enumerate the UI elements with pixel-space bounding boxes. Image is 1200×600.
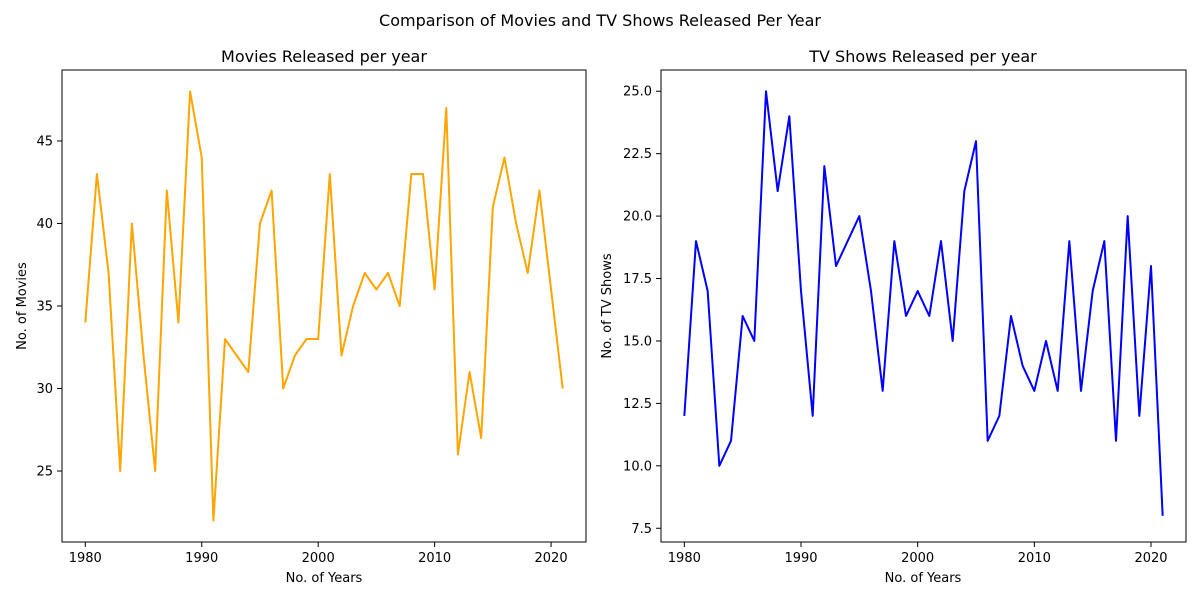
movies-x-tick-label: 1980	[69, 551, 102, 566]
movies-axes-frame	[61, 69, 587, 543]
movies-y-axis-label: No. of Movies	[15, 262, 30, 350]
movies-x-tick-label: 2010	[418, 551, 451, 566]
tv-shows-y-tick-label: 25.0	[623, 85, 652, 100]
tv-shows-y-tick-label: 12.5	[623, 397, 652, 412]
movies-series-line	[84, 90, 564, 522]
movies-y-tick-label: 25	[36, 465, 53, 480]
tv-shows-x-tick-label: 2010	[1018, 551, 1051, 566]
tv-shows-y-tick-label: 17.5	[623, 272, 652, 287]
movies-chart-panel: Movies Released per year No. of Years No…	[15, 47, 587, 586]
tv-shows-y-tick-label: 10.0	[623, 459, 652, 474]
tv-shows-y-axis-label: No. of TV Shows	[600, 253, 615, 358]
movies-chart-title: Movies Released per year	[221, 47, 427, 66]
tv-shows-chart-title: TV Shows Released per year	[808, 47, 1037, 66]
movies-y-tick-label: 45	[36, 134, 53, 149]
movies-y-tick-label: 30	[36, 382, 53, 397]
movies-x-tick-label: 2000	[302, 551, 335, 566]
tv-shows-series-line	[683, 90, 1164, 516]
tv-shows-chart-panel: TV Shows Released per year No. of Years …	[600, 47, 1187, 586]
tv-shows-x-tick-label: 1980	[668, 551, 701, 566]
movies-y-tick-label: 35	[36, 300, 53, 315]
tv-shows-y-tick-label: 20.0	[623, 210, 652, 225]
tv-shows-x-axis-label: No. of Years	[885, 571, 962, 586]
movies-x-axis-label: No. of Years	[286, 571, 363, 586]
tv-shows-x-tick-label: 2000	[901, 551, 934, 566]
movies-x-tick-label: 2020	[535, 551, 568, 566]
tv-shows-y-tick-label: 7.5	[631, 522, 652, 537]
tv-shows-x-tick-label: 1990	[784, 551, 817, 566]
movies-y-tick-label: 40	[36, 217, 53, 232]
tv-shows-y-tick-label: 15.0	[623, 334, 652, 349]
tv-shows-axes-frame	[660, 69, 1187, 543]
movies-x-tick-label: 1990	[185, 551, 218, 566]
tv-shows-y-tick-label: 22.5	[623, 147, 652, 162]
figure-suptitle: Comparison of Movies and TV Shows Releas…	[379, 11, 821, 30]
tv-shows-x-tick-label: 2020	[1134, 551, 1167, 566]
